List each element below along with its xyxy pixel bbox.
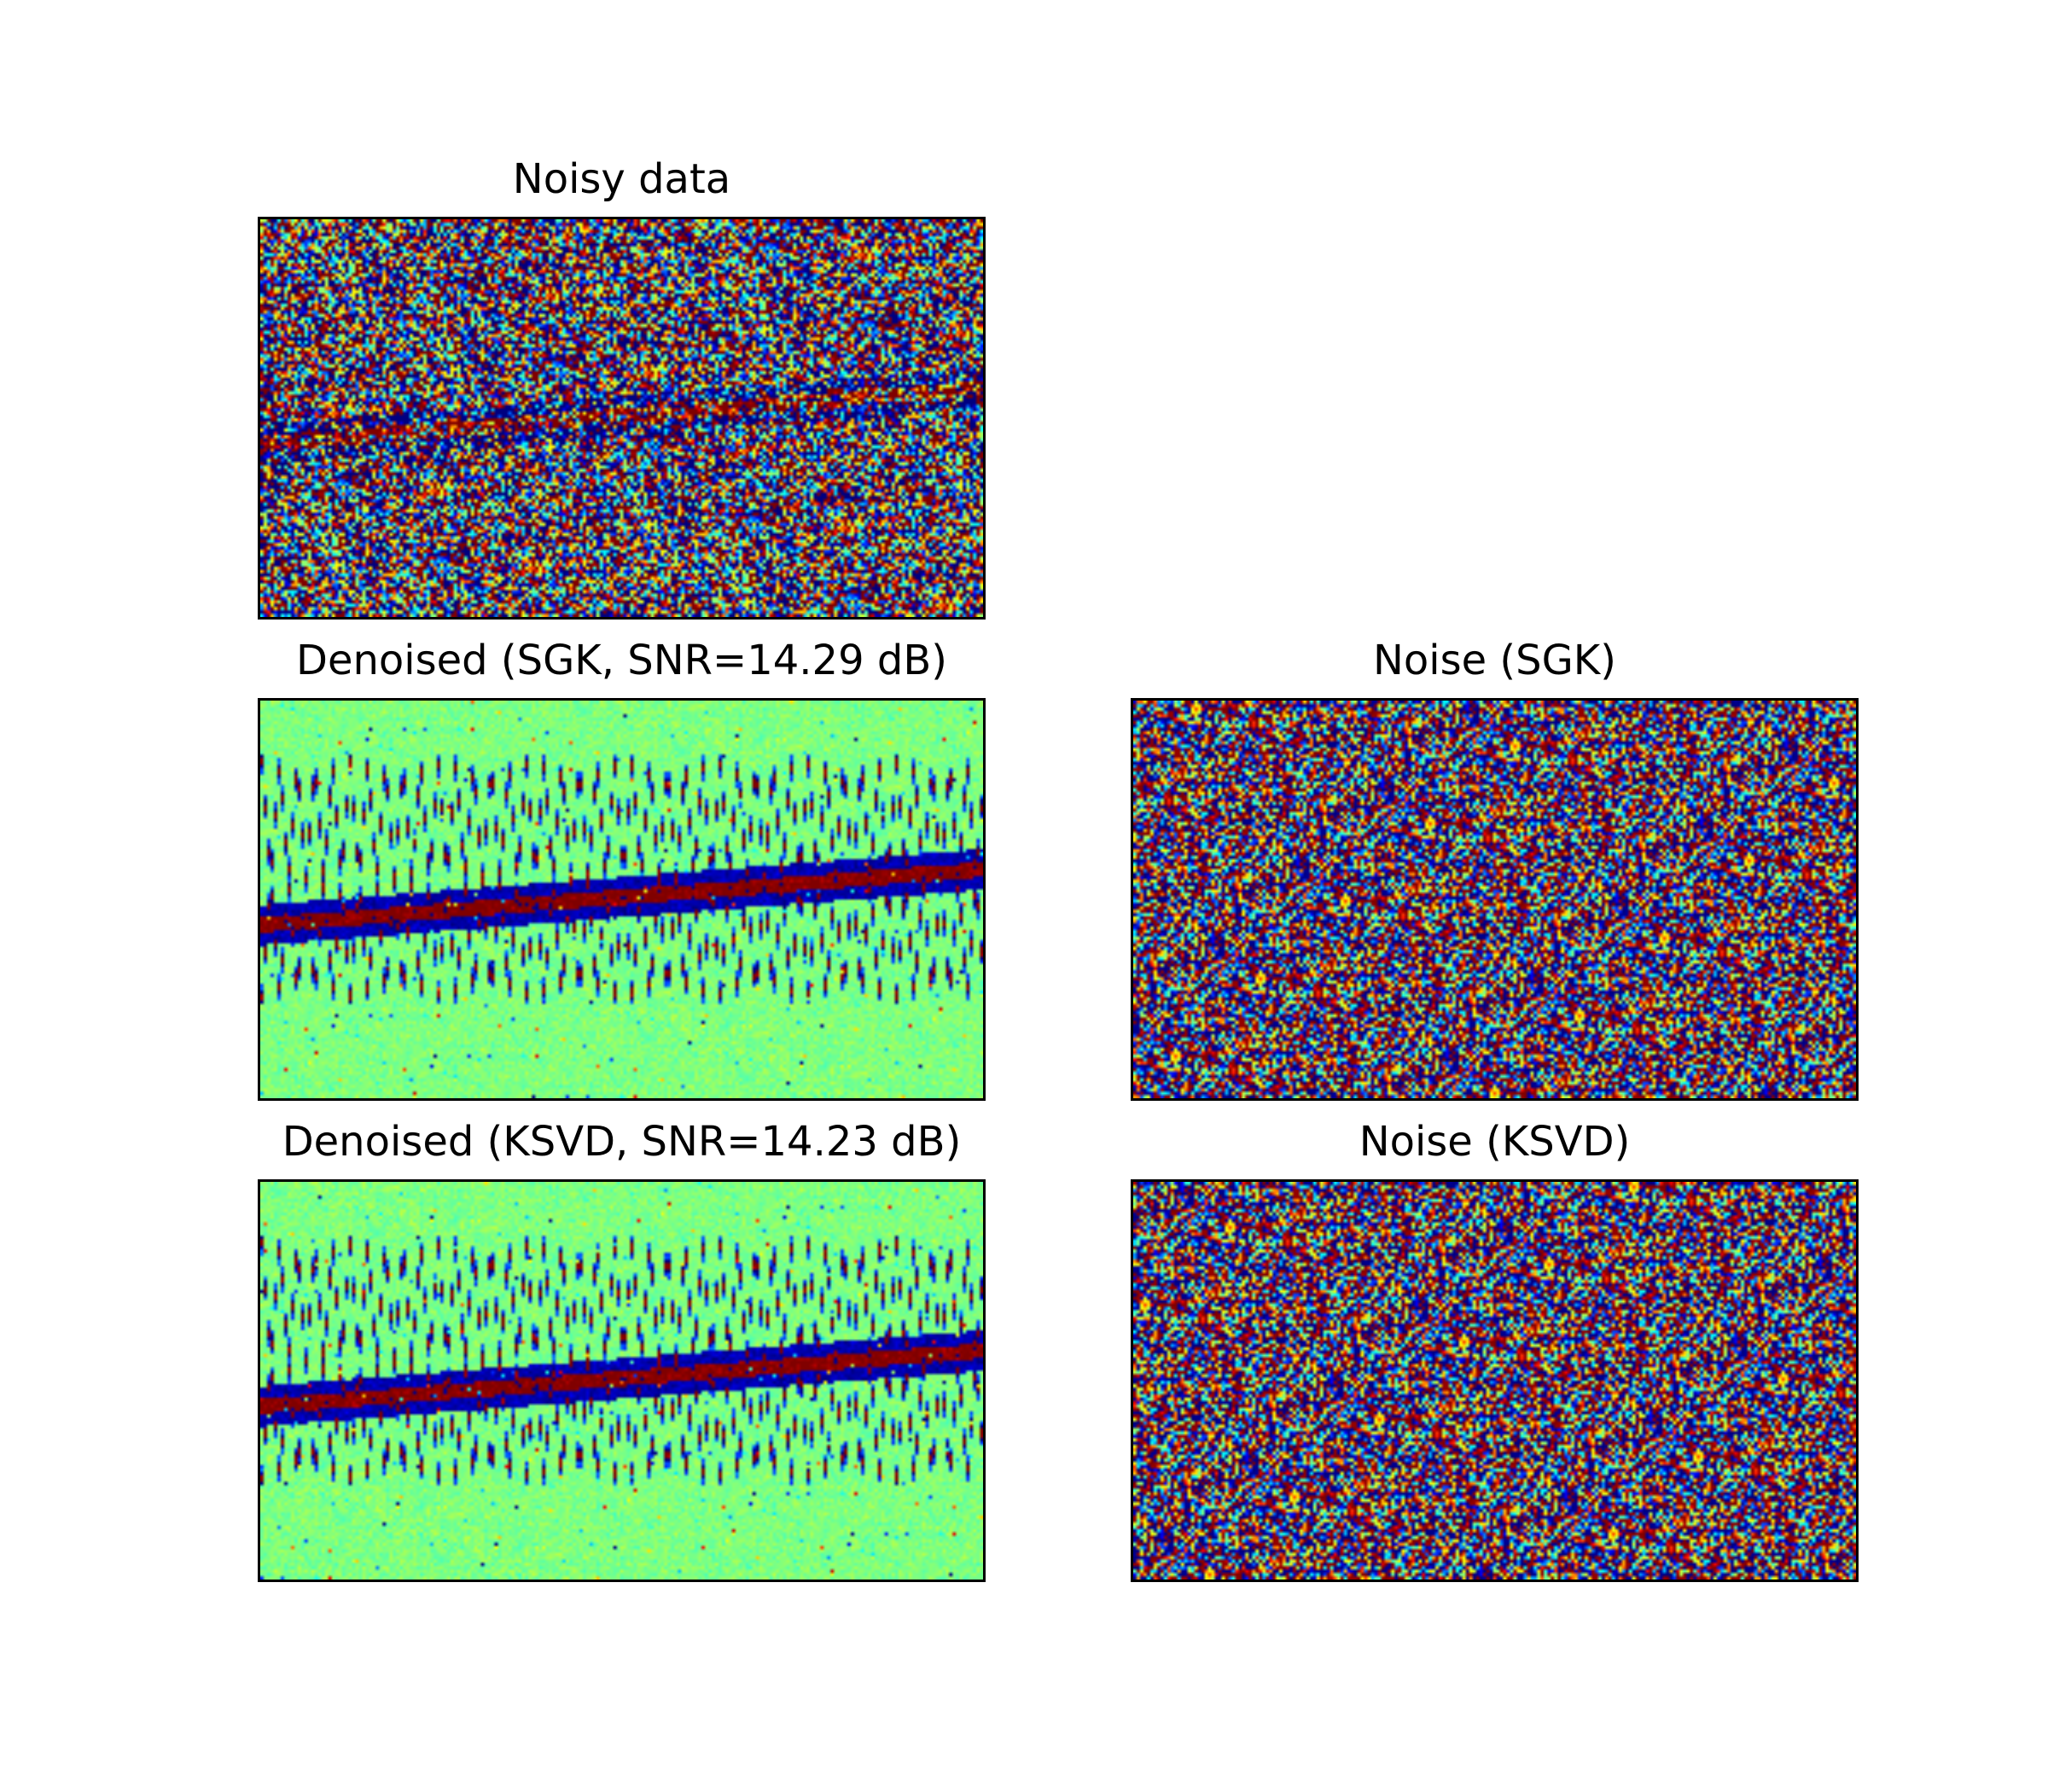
heatmap-noise-ksvd [1133,1182,1856,1580]
title-denoised-ksvd: Denoised (KSVD, SNR=14.23 dB) [282,1118,962,1166]
panel-denoised-sgk [258,698,986,1101]
heatmap-noise-sgk [1133,701,1856,1098]
panel-noise-sgk [1131,698,1859,1101]
title-noise-ksvd: Noise (KSVD) [1359,1118,1631,1166]
title-noise-sgk: Noise (SGK) [1373,637,1616,684]
heatmap-denoised-ksvd [260,1182,983,1580]
heatmap-denoised-sgk [260,701,983,1098]
title-noisy-data: Noisy data [512,155,731,203]
title-denoised-sgk: Denoised (SGK, SNR=14.29 dB) [295,637,947,684]
panel-noise-ksvd [1131,1179,1859,1582]
heatmap-noisy-data [260,219,983,617]
panel-denoised-ksvd [258,1179,986,1582]
panel-noisy-data [258,217,986,620]
